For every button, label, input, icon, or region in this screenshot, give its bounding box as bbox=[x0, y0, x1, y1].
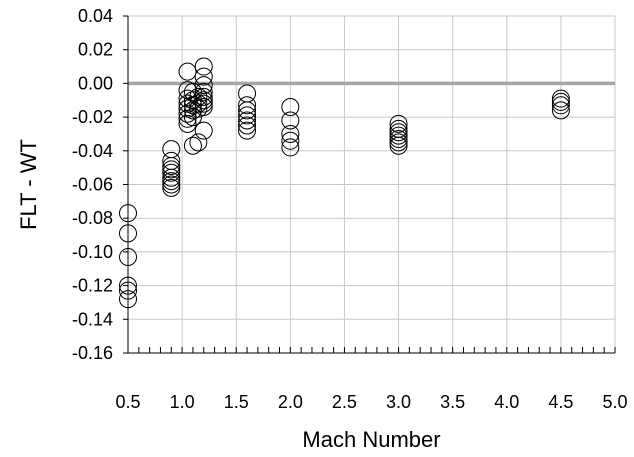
y-axis-title: FLT - WT bbox=[16, 139, 41, 230]
data-point bbox=[189, 133, 208, 152]
data-point bbox=[162, 163, 181, 182]
data-point bbox=[238, 106, 257, 125]
data-point bbox=[194, 67, 213, 86]
data-point bbox=[551, 96, 570, 115]
data-point bbox=[162, 175, 181, 194]
data-point bbox=[238, 116, 257, 135]
y-tick-label: -0.08 bbox=[72, 208, 113, 228]
data-point bbox=[238, 121, 257, 140]
data-point bbox=[551, 92, 570, 111]
data-point bbox=[551, 101, 570, 120]
data-point bbox=[238, 96, 257, 115]
data-point bbox=[389, 114, 408, 133]
data-point bbox=[162, 156, 181, 175]
data-point bbox=[194, 94, 213, 113]
data-point bbox=[119, 224, 137, 243]
y-tick-label: -0.16 bbox=[72, 343, 113, 363]
data-point bbox=[119, 281, 137, 300]
x-axis-title: Mach Number bbox=[302, 427, 440, 452]
y-tick-label: -0.06 bbox=[72, 175, 113, 195]
data-point bbox=[389, 126, 408, 145]
data-point bbox=[389, 130, 408, 149]
data-point bbox=[119, 276, 137, 295]
axes bbox=[123, 15, 616, 354]
data-point bbox=[238, 111, 257, 130]
x-tick-label: 2.5 bbox=[332, 392, 357, 412]
data-point bbox=[178, 114, 197, 133]
data-point bbox=[389, 123, 408, 142]
data-point bbox=[178, 62, 197, 81]
data-point bbox=[281, 131, 300, 150]
data-point bbox=[238, 101, 257, 120]
data-point bbox=[281, 138, 300, 157]
data-point bbox=[183, 136, 202, 155]
data-points bbox=[119, 57, 570, 309]
data-point bbox=[119, 290, 137, 309]
data-point bbox=[194, 57, 213, 76]
x-tick-label: 0.5 bbox=[115, 392, 140, 412]
y-tick-label: 0.02 bbox=[78, 40, 113, 60]
x-tick-label: 5.0 bbox=[602, 392, 627, 412]
data-point bbox=[194, 97, 213, 116]
data-point bbox=[194, 121, 213, 140]
data-point bbox=[389, 133, 408, 152]
data-point bbox=[119, 204, 137, 223]
x-tick-label: 1.5 bbox=[224, 392, 249, 412]
data-point bbox=[162, 160, 181, 179]
data-point bbox=[162, 178, 181, 197]
data-point bbox=[194, 76, 213, 95]
x-tick-label: 4.5 bbox=[548, 392, 573, 412]
data-point bbox=[551, 89, 570, 108]
data-point bbox=[281, 124, 300, 143]
x-tick-label: 4.0 bbox=[494, 392, 519, 412]
y-tick-label: -0.04 bbox=[72, 141, 113, 161]
data-point bbox=[281, 97, 300, 116]
x-tick-labels: 0.5 1.0 1.5 2.0 2.5 3.0 3.5 4.0 4.5 5.0 bbox=[115, 392, 627, 412]
data-point bbox=[162, 172, 181, 191]
data-point bbox=[281, 111, 300, 130]
data-point bbox=[189, 87, 208, 106]
y-tick-label: -0.14 bbox=[72, 309, 113, 329]
data-point bbox=[194, 82, 213, 101]
grid bbox=[127, 15, 616, 354]
data-point bbox=[119, 247, 137, 266]
data-point bbox=[389, 136, 408, 155]
x-tick-label: 3.5 bbox=[440, 392, 465, 412]
data-point bbox=[194, 91, 213, 110]
x-tick-label: 1.0 bbox=[170, 392, 195, 412]
data-point bbox=[162, 168, 181, 187]
data-point bbox=[189, 94, 208, 113]
y-tick-label: -0.02 bbox=[72, 107, 113, 127]
y-tick-label: -0.12 bbox=[72, 276, 113, 296]
x-tick-label: 3.0 bbox=[386, 392, 411, 412]
y-tick-label: 0.04 bbox=[78, 6, 113, 26]
x-tick-label: 2.0 bbox=[278, 392, 303, 412]
y-tick-label: 0.00 bbox=[78, 73, 113, 93]
y-tick-labels: 0.04 0.02 0.00 -0.02 -0.04 -0.06 -0.08 -0.10 -0.… bbox=[72, 6, 113, 363]
y-tick-label: -0.10 bbox=[72, 242, 113, 262]
data-point bbox=[194, 87, 213, 106]
